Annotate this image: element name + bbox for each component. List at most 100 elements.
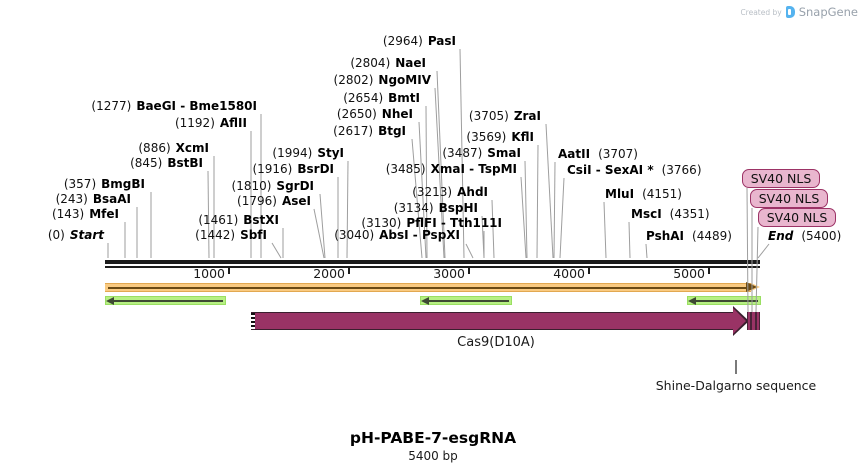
- sv40-nls-feature-bar: [751, 312, 756, 330]
- leader-line: [491, 199, 495, 259]
- plasmid-size: 5400 bp: [408, 449, 458, 463]
- leader-line: [465, 243, 474, 259]
- restriction-site-label: (3130) PflFI - Tth111I: [361, 216, 502, 230]
- leader-line: [536, 144, 539, 259]
- restriction-site-label: (886) XcmI: [138, 141, 209, 155]
- snapgene-brand-text: SnapGene: [798, 5, 858, 19]
- leader-line: [418, 121, 427, 259]
- restriction-site-label: (357) BmgBI: [63, 177, 145, 191]
- cas9-truncation-hatch: [251, 313, 255, 329]
- restriction-site-label: End (5400): [768, 229, 842, 243]
- restriction-site-label: MluI (4151): [605, 187, 682, 201]
- restriction-site-label: (3134) BspHI: [393, 201, 478, 215]
- leader-line: [755, 226, 759, 313]
- ruler-number: 3000: [433, 266, 465, 281]
- restriction-site-label: (2802) NgoMIV: [333, 73, 431, 87]
- green-arrow-shaft: [429, 299, 509, 302]
- ruler-tick: [468, 267, 470, 274]
- restriction-site-label: (1277) BaeGI - Bme1580I: [91, 99, 257, 113]
- green-arrow-head: [688, 296, 696, 305]
- sv40-nls-feature-label: SV40 NLS: [750, 189, 828, 208]
- orange-arrow-shaft: [108, 286, 746, 289]
- cas9-feature-arrow-body: [251, 312, 733, 330]
- shine-dalgarno-label: Shine-Dalgarno sequence: [655, 378, 817, 393]
- leader-line: [559, 177, 565, 259]
- restriction-site-label: (1442) SbfI: [195, 228, 267, 242]
- ruler-tick: [588, 267, 590, 274]
- snapgene-logo: Created by SnapGene: [740, 5, 858, 19]
- leader-line: [628, 221, 631, 259]
- ruler-number: 5000: [673, 266, 705, 281]
- sv40-nls-feature-bar: [746, 312, 751, 330]
- sv40-nls-feature-bar: [755, 312, 760, 330]
- restriction-site-label: (3213) AhdI: [412, 185, 488, 199]
- restriction-site-label: MscI (4351): [631, 207, 710, 221]
- sv40-nls-feature-label: SV40 NLS: [742, 169, 820, 188]
- cas9-feature-arrow-head: [733, 308, 746, 334]
- leader-line: [603, 201, 607, 259]
- green-feature-arrow: [687, 296, 761, 305]
- leader-line: [459, 48, 465, 259]
- ruler-number: 2000: [313, 266, 345, 281]
- restriction-site-label: (845) BstBI: [130, 156, 203, 170]
- leader-line: [425, 105, 428, 259]
- restriction-site-label: CsiI - SexAI * (3766): [567, 163, 702, 177]
- snapgene-icon: [785, 6, 795, 18]
- restriction-site-label: (3569) KflI: [466, 130, 534, 144]
- leader-line: [553, 161, 556, 259]
- restriction-site-label: (3040) AbsI - PspXI: [334, 228, 460, 242]
- leader-line: [271, 242, 282, 259]
- ruler-tick: [708, 267, 710, 274]
- restriction-site-label: (2964) PasI: [382, 34, 456, 48]
- restriction-site-label: (1994) StyI: [272, 146, 344, 160]
- cas9-feature-label: Cas9(D10A): [457, 335, 535, 350]
- leader-line: [481, 215, 485, 259]
- restriction-site-label: (2804) NaeI: [350, 56, 426, 70]
- leader-line: [757, 243, 770, 259]
- created-by-text: Created by: [740, 7, 782, 17]
- sv40-nls-feature-label: SV40 NLS: [758, 208, 836, 227]
- leader-line: [411, 138, 423, 259]
- leader-line: [319, 193, 326, 259]
- restriction-site-label: (2654) BmtI: [343, 91, 420, 105]
- ruler-number: 1000: [193, 266, 225, 281]
- restriction-site-label: (2650) NheI: [336, 107, 413, 121]
- green-arrow-head: [421, 296, 429, 305]
- restriction-site-label: (243) BsaAI: [55, 192, 131, 206]
- leader-line: [746, 187, 749, 313]
- restriction-site-label: (1796) AseI: [237, 194, 311, 208]
- green-arrow-shaft: [114, 299, 223, 302]
- backbone-line-thick: [105, 260, 760, 264]
- leader-line: [207, 170, 210, 259]
- restriction-site-label: AatII (3707): [558, 147, 638, 161]
- leader-line: [434, 87, 445, 259]
- restriction-site-label: PshAI (4489): [646, 229, 732, 243]
- restriction-site-label: (1461) BstXI: [198, 213, 279, 227]
- restriction-site-label: (1192) AflII: [174, 116, 247, 130]
- restriction-site-label: (3485) XmaI - TspMI: [385, 162, 517, 176]
- leader-line: [645, 243, 648, 259]
- restriction-site-label: (0) Start: [47, 228, 104, 242]
- restriction-site-label: (1916) BsrDI: [252, 162, 334, 176]
- green-feature-arrow: [420, 296, 512, 305]
- backbone-line-thin: [105, 266, 760, 268]
- ruler-number: 4000: [553, 266, 585, 281]
- restriction-site-label: (3705) ZraI: [468, 109, 541, 123]
- restriction-site-label: (143) MfeI: [51, 207, 119, 221]
- green-arrow-head: [106, 296, 114, 305]
- restriction-site-label: (1810) SgrDI: [231, 179, 314, 193]
- ruler-tick: [348, 267, 350, 274]
- leader-line: [520, 176, 527, 259]
- plasmid-title: pH-PABE-7-esgRNA: [349, 429, 517, 447]
- leader-line: [346, 160, 349, 259]
- leader-line: [436, 70, 446, 259]
- leader-line: [524, 160, 528, 259]
- leader-line: [313, 208, 325, 259]
- leader-line: [545, 123, 554, 259]
- green-arrow-shaft: [696, 299, 758, 302]
- restriction-site-label: (2617) BtgI: [333, 124, 406, 138]
- ruler-tick: [228, 267, 230, 274]
- green-feature-arrow: [105, 296, 226, 305]
